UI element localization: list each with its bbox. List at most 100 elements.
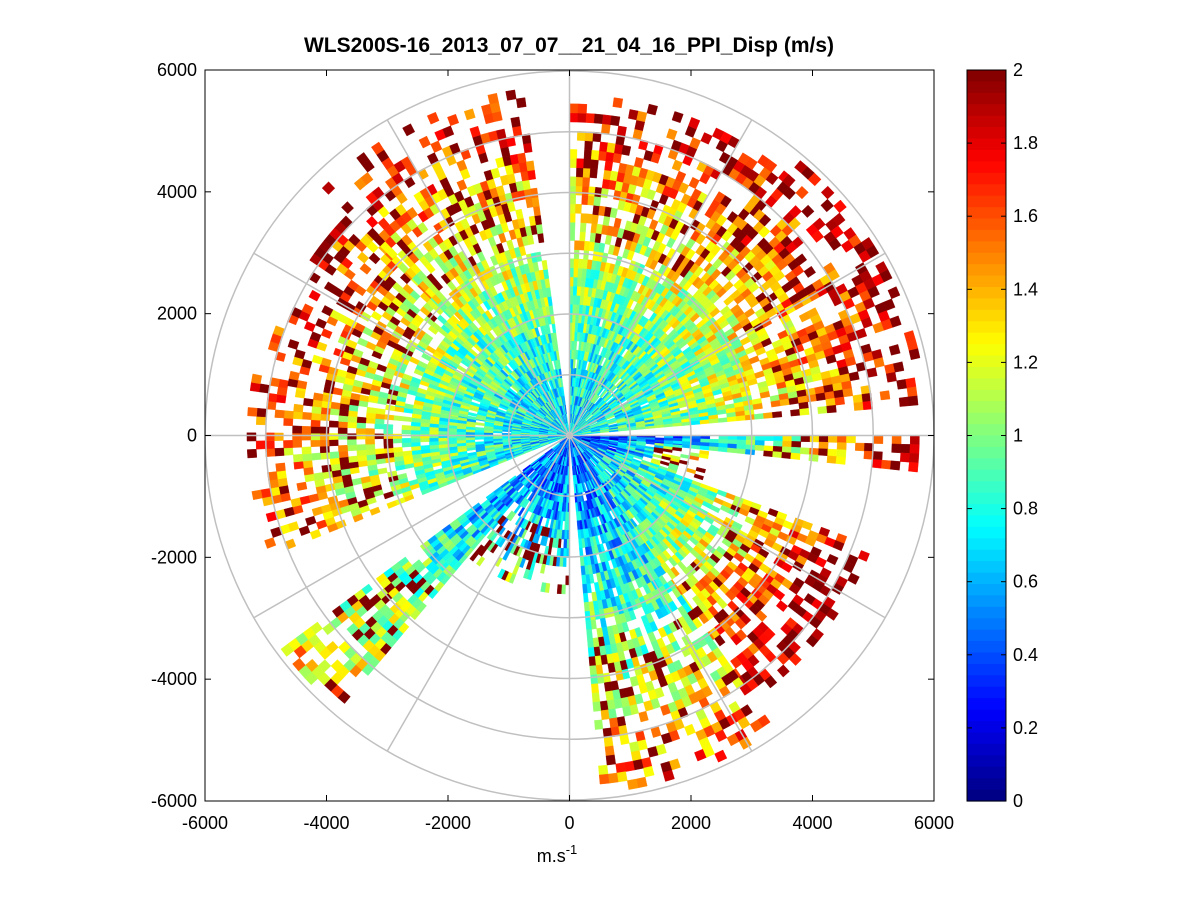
ppi-cell xyxy=(790,409,801,417)
ppi-cell xyxy=(375,408,386,415)
ppi-cell xyxy=(612,152,622,164)
ppi-cell xyxy=(383,433,393,439)
ppi-cell xyxy=(296,380,308,390)
ppi-cell xyxy=(302,460,313,469)
ppi-cell xyxy=(301,425,312,434)
ppi-cell xyxy=(585,113,596,124)
ppi-cell xyxy=(818,441,829,450)
ppi-cell xyxy=(319,433,330,441)
ppi-cell xyxy=(619,734,630,745)
ppi-cell xyxy=(745,444,756,451)
ppi-cell xyxy=(338,456,350,464)
ppi-cell xyxy=(529,522,536,533)
ppi-cell xyxy=(698,612,710,625)
ppi-cell xyxy=(265,432,275,442)
ppi-cell xyxy=(580,565,586,576)
ppi-cell xyxy=(283,410,294,419)
ppi-cell xyxy=(331,605,345,618)
ppi-cell xyxy=(600,187,609,199)
ppi-cell xyxy=(402,450,413,457)
ppi-cell xyxy=(790,446,801,454)
ppi-cell xyxy=(587,638,594,649)
ppi-cell xyxy=(356,454,368,462)
ppi-cell xyxy=(280,643,295,657)
ppi-cell xyxy=(560,584,566,595)
ppi-cell xyxy=(283,440,293,449)
ppi-cell xyxy=(569,176,577,187)
ppi-cell xyxy=(781,451,792,459)
ppi-cell xyxy=(709,504,721,514)
ppi-cell xyxy=(275,394,287,404)
ppi-cell xyxy=(708,446,719,452)
ppi-cell xyxy=(801,204,815,218)
ppi-cell xyxy=(576,158,585,169)
ppi-cell xyxy=(583,158,592,169)
ppi-cell xyxy=(662,769,675,782)
ppi-cell xyxy=(714,729,728,743)
ppi-cell xyxy=(456,437,466,441)
ppi-cell xyxy=(718,439,729,445)
ppi-cell xyxy=(852,394,864,404)
ppi-cell xyxy=(832,540,845,552)
ppi-cell xyxy=(401,442,412,448)
ppi-cell xyxy=(365,417,376,424)
ppi-cell xyxy=(809,435,820,443)
ppi-cell xyxy=(577,112,587,123)
ppi-cell xyxy=(646,103,658,116)
ppi-cell xyxy=(347,455,359,463)
ppi-cell xyxy=(900,443,911,454)
ppi-cell xyxy=(613,217,622,229)
ppi-cell xyxy=(582,176,591,187)
ppi-cell xyxy=(833,199,847,214)
ppi-cell xyxy=(569,185,577,196)
ppi-cell xyxy=(337,433,348,440)
ppi-cell xyxy=(763,450,774,458)
ppi-cell xyxy=(818,435,829,443)
ppi-cell xyxy=(540,563,546,574)
ppi-cells xyxy=(246,89,921,790)
ppi-cell xyxy=(754,444,765,452)
ppi-cell xyxy=(717,417,728,423)
ppi-cell xyxy=(420,445,431,451)
ppi-cell xyxy=(575,203,582,214)
ppi-cell xyxy=(569,203,576,214)
ppi-cell xyxy=(826,608,839,621)
ppi-cell xyxy=(680,645,691,658)
ppi-cell xyxy=(879,269,893,283)
ppi-cell xyxy=(292,432,302,441)
ppi-cell xyxy=(392,438,403,444)
ppi-cell xyxy=(410,429,421,435)
ppi-cell xyxy=(310,439,321,448)
ppi-cell xyxy=(592,701,602,712)
ppi-cell xyxy=(602,114,612,125)
ppi-cell xyxy=(347,444,358,452)
ppi-cell xyxy=(292,439,303,448)
ppi-cell xyxy=(842,388,854,398)
ppi-cell xyxy=(587,647,595,658)
ppi-cell xyxy=(621,144,632,156)
ppi-cell xyxy=(782,440,793,448)
ppi-cell xyxy=(847,572,860,585)
ppi-cell xyxy=(292,425,303,434)
ppi-cell xyxy=(835,456,846,465)
ppi-cell xyxy=(854,442,865,452)
ppi-cell xyxy=(301,433,311,441)
ppi-cell xyxy=(788,397,799,405)
ppi-cell xyxy=(638,710,649,723)
ppi-cell xyxy=(569,149,578,159)
ppi-cell xyxy=(383,447,394,454)
ppi-cell xyxy=(837,435,847,444)
ppi-cell xyxy=(601,123,611,134)
ppi-cell xyxy=(698,453,709,459)
ppi-cell xyxy=(311,452,322,461)
ppi-cell xyxy=(383,428,394,435)
ppi-cell xyxy=(564,520,568,531)
ppi-cell xyxy=(313,472,324,481)
ppi-cell xyxy=(328,420,339,428)
ppi-cell xyxy=(590,674,599,685)
ppi-cell xyxy=(594,655,602,666)
ppi-cell xyxy=(596,673,605,684)
ppi-cell xyxy=(330,401,341,410)
ppi-cell xyxy=(573,276,579,287)
ppi-cell xyxy=(775,600,789,612)
